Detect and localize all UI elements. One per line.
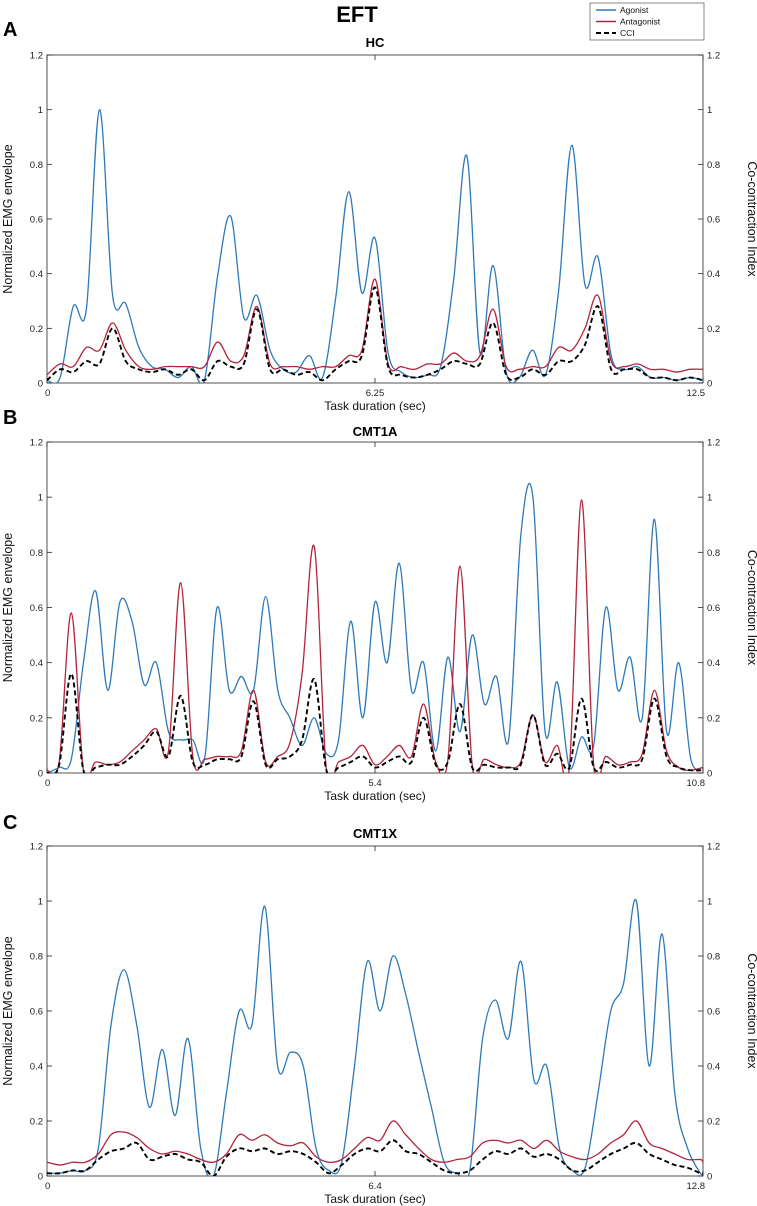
series-line-antagonist: [47, 499, 703, 773]
y-tick-label-left: 1: [38, 105, 43, 116]
x-tick-label: 6.4: [368, 1181, 381, 1192]
x-tick-label: 0: [45, 388, 50, 399]
x-axis-label: Task duration (sec): [324, 1192, 425, 1206]
y-tick-label-right: 0: [707, 769, 712, 780]
plot-area: [46, 845, 704, 1177]
y-tick-label-left: 0.8: [30, 160, 43, 171]
y-tick-label-right: 0.8: [707, 952, 720, 963]
series-line-antagonist: [47, 1120, 703, 1166]
y-axis-label: Normalized EMG envelope: [1, 144, 15, 293]
x-axis-label: Task duration (sec): [324, 399, 425, 413]
y-tick-label-left: 0.8: [30, 952, 43, 963]
y-tick-label-left: 0.4: [30, 658, 43, 669]
y-tick-label-right: 1.2: [707, 438, 720, 449]
panel-title: CMT1X: [353, 826, 397, 841]
y-tick-label-left: 0.4: [30, 269, 43, 280]
series-line-agonist: [47, 109, 703, 383]
y-tick-label-left: 0: [38, 379, 43, 390]
y-tick-label-left: 0.8: [30, 548, 43, 559]
y-tick-label-right: 0.6: [707, 603, 720, 614]
plot-area: [46, 54, 704, 384]
panel-title: CMT1A: [353, 424, 398, 439]
y-axis-label-right: Co-contraction Index: [745, 161, 757, 277]
x-tick-label: 5.4: [368, 778, 381, 789]
y-tick-label-left: 0: [38, 769, 43, 780]
y-tick-label-left: 0.6: [30, 215, 43, 226]
y-tick-label-left: 0.2: [30, 324, 43, 335]
y-tick-label-left: 0.6: [30, 1007, 43, 1018]
x-tick-label: 0: [45, 778, 50, 789]
y-tick-label-right: 0.4: [707, 269, 720, 280]
y-tick-label-right: 0.8: [707, 548, 720, 559]
legend: Agonist Antagonist CCI: [589, 2, 705, 41]
series-line-cci: [47, 1139, 703, 1176]
y-tick-label-right: 0: [707, 379, 712, 390]
y-tick-label-left: 0.2: [30, 1117, 43, 1128]
y-tick-label-right: 0: [707, 1172, 712, 1183]
y-axis-label-right: Co-contraction Index: [745, 550, 757, 666]
y-tick-label-right: 0.2: [707, 713, 720, 724]
y-tick-label-left: 0.4: [30, 1062, 43, 1073]
x-tick-label: 12.5: [687, 388, 706, 399]
y-tick-label-left: 1: [38, 493, 43, 504]
y-tick-label-right: 1: [707, 105, 712, 116]
x-tick-label: 6.25: [366, 388, 385, 399]
figure-title: EFT: [336, 2, 378, 27]
y-tick-label-left: 1.2: [30, 51, 43, 62]
y-tick-label-left: 0: [38, 1172, 43, 1183]
x-tick-label: 10.8: [687, 778, 706, 789]
y-tick-label-right: 1: [707, 897, 712, 908]
legend-label-cci: CCI: [620, 28, 635, 38]
legend-label-antagonist: Antagonist: [620, 17, 661, 27]
y-axis-label: Normalized EMG envelope: [1, 533, 15, 682]
y-tick-label-right: 0.8: [707, 160, 720, 171]
panel-letter: B: [3, 407, 17, 429]
y-tick-label-left: 0.2: [30, 713, 43, 724]
y-axis-label-right: Co-contraction Index: [745, 953, 757, 1069]
y-axis-label: Normalized EMG envelope: [1, 936, 15, 1085]
y-tick-label-right: 1: [707, 493, 712, 504]
series-line-cci: [47, 286, 703, 382]
y-tick-label-left: 0.6: [30, 603, 43, 614]
y-tick-label-right: 1.2: [707, 842, 720, 853]
x-tick-label: 12.8: [687, 1181, 706, 1192]
y-tick-label-right: 0.4: [707, 658, 720, 669]
x-axis-label: Task duration (sec): [324, 789, 425, 803]
y-tick-label-right: 0.2: [707, 324, 720, 335]
y-tick-label-right: 0.6: [707, 215, 720, 226]
panel-title: HC: [366, 35, 385, 50]
series-line-agonist: [47, 898, 703, 1176]
y-tick-label-left: 1: [38, 897, 43, 908]
y-tick-label-left: 1.2: [30, 842, 43, 853]
y-tick-label-right: 0.4: [707, 1062, 720, 1073]
panel-letter: C: [3, 812, 17, 834]
series-line-cci: [47, 672, 703, 773]
legend-label-agonist: Agonist: [620, 5, 649, 15]
y-tick-label-left: 1.2: [30, 438, 43, 449]
y-tick-label-right: 0.2: [707, 1117, 720, 1128]
plot-area: [46, 441, 704, 774]
y-tick-label-right: 0.6: [707, 1007, 720, 1018]
series-line-agonist: [47, 482, 703, 773]
y-tick-label-right: 1.2: [707, 51, 720, 62]
series-line-antagonist: [47, 278, 703, 376]
panel-letter: A: [3, 19, 17, 41]
x-tick-label: 0: [45, 1181, 50, 1192]
